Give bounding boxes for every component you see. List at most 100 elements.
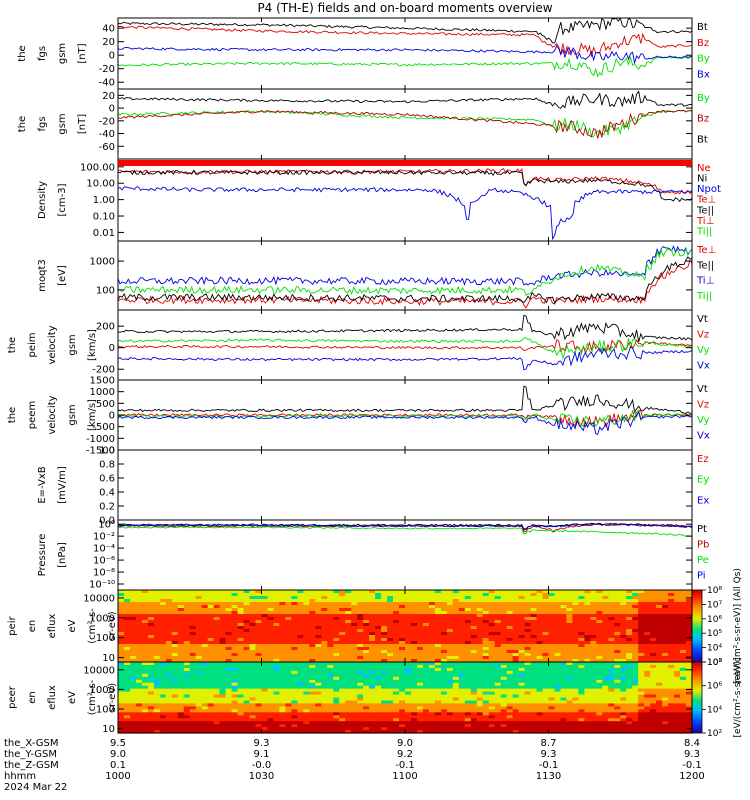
- y-label-line: (cm²-s-: [87, 608, 98, 644]
- spectrogram-cell: [267, 653, 275, 657]
- spectrogram-cell: [638, 715, 645, 719]
- spectrogram-cell: [434, 691, 442, 696]
- spectrogram-cell: [578, 718, 585, 722]
- spectrogram-cell: [267, 650, 275, 654]
- spectrogram-cell: [440, 715, 448, 719]
- spectrogram-cell: [321, 647, 328, 651]
- spectrogram-cell: [165, 676, 173, 681]
- spectrogram-cell: [363, 703, 370, 707]
- spectrogram-cell: [195, 605, 203, 609]
- spectrogram-cell: [446, 650, 454, 654]
- spectrogram-cell: [650, 688, 657, 693]
- spectrogram-cell: [626, 650, 633, 654]
- spectrogram-cell: [578, 650, 585, 654]
- spectrogram-cell: [590, 700, 597, 705]
- spectrogram-cell: [530, 724, 538, 728]
- spectrogram-cell: [118, 626, 125, 630]
- spectrogram-cell: [686, 611, 693, 615]
- spectrogram-cell: [440, 635, 448, 639]
- spectrogram-cell: [668, 593, 675, 597]
- spectrogram-cell: [399, 641, 406, 645]
- spectrogram-cell: [662, 694, 669, 699]
- spectrogram-cell: [458, 694, 466, 699]
- spectrogram-cell: [291, 673, 298, 678]
- spectrogram-cell: [321, 650, 328, 654]
- spectrogram-cell: [375, 656, 382, 660]
- spectrogram-cell: [644, 712, 651, 716]
- spectrogram-cell: [656, 670, 663, 675]
- spectrogram-cell: [452, 644, 460, 648]
- series-line-By: [118, 55, 692, 78]
- spectrogram-cell: [536, 659, 544, 663]
- spectrogram-cell: [171, 685, 179, 690]
- spectrogram-cell: [279, 629, 286, 633]
- spectrogram-cell: [411, 676, 418, 681]
- spectrogram-cell: [393, 629, 400, 633]
- spectrogram-cell: [506, 709, 514, 713]
- spectrogram-cell: [530, 590, 538, 594]
- spectrogram-cell: [506, 614, 514, 618]
- spectrogram-cell: [686, 703, 693, 707]
- spectrogram-cell: [572, 647, 579, 651]
- spectrogram-cell: [183, 700, 191, 705]
- spectrogram-cell: [339, 623, 346, 627]
- spectrogram-cell: [440, 623, 448, 627]
- spectrogram-cell: [596, 617, 603, 621]
- spectrogram-cell: [255, 614, 263, 618]
- spectrogram-cell: [201, 665, 209, 669]
- spectrogram-cell: [590, 694, 597, 699]
- spectrogram-cell: [243, 667, 251, 672]
- spectrogram-cell: [536, 667, 544, 672]
- spectrogram-cell: [476, 727, 484, 731]
- spectrogram-cell: [680, 685, 687, 690]
- spectrogram-cell: [297, 608, 304, 612]
- spectrogram-cell: [417, 676, 424, 681]
- y-tick-label: 10⁻⁸: [93, 568, 115, 579]
- spectrogram-cell: [506, 605, 514, 609]
- spectrogram-cell: [566, 691, 573, 696]
- spectrogram-cell: [345, 653, 352, 657]
- spectrogram-cell: [375, 727, 382, 731]
- spectrogram-cell: [189, 590, 197, 594]
- spectrogram-cell: [470, 590, 478, 594]
- spectrogram-cell: [680, 667, 687, 672]
- spectrogram-cell: [387, 679, 394, 684]
- spectrogram-cell: [159, 688, 167, 693]
- spectrogram-cell: [339, 709, 346, 713]
- spectrogram-cell: [548, 670, 556, 675]
- spectrogram-cell: [159, 706, 167, 710]
- spectrogram-cell: [458, 641, 466, 645]
- spectrogram-cell: [327, 653, 334, 657]
- spectrogram-cell: [417, 709, 424, 713]
- spectrogram-cell: [153, 665, 161, 669]
- spectrogram-cell: [183, 614, 191, 618]
- spectrogram-cell: [656, 727, 663, 731]
- spectrogram-cell: [189, 703, 197, 707]
- spectrogram-cell: [267, 611, 275, 615]
- spectrogram-cell: [542, 605, 550, 609]
- spectrogram-cell: [315, 706, 322, 710]
- spectrogram-cell: [231, 614, 239, 618]
- spectrogram-cell: [273, 706, 281, 710]
- spectrogram-cell: [560, 709, 568, 713]
- spectrogram-cell: [674, 721, 681, 725]
- spectrogram-cell: [464, 593, 472, 597]
- spectrogram-cell: [141, 721, 149, 725]
- spectrogram-cell: [147, 602, 155, 606]
- spectrogram-cell: [554, 700, 562, 705]
- spectrogram-cell: [351, 709, 358, 713]
- spectrogram-cell: [279, 694, 286, 699]
- spectrogram-cell: [243, 632, 251, 636]
- x-row-label: the_Y-GSM: [4, 749, 57, 760]
- spectrogram-cell: [165, 700, 173, 705]
- y-tick-label: 1.00: [93, 195, 115, 206]
- spectrogram-cell: [171, 688, 179, 693]
- spectrogram-cell: [590, 730, 597, 734]
- spectrogram-cell: [512, 712, 520, 716]
- spectrogram-cell: [291, 635, 298, 639]
- spectrogram-cell: [375, 665, 382, 669]
- spectrogram-cell: [183, 596, 191, 600]
- spectrogram-cell: [578, 715, 585, 719]
- spectrogram-cell: [345, 730, 352, 734]
- spectrogram-cell: [596, 715, 603, 719]
